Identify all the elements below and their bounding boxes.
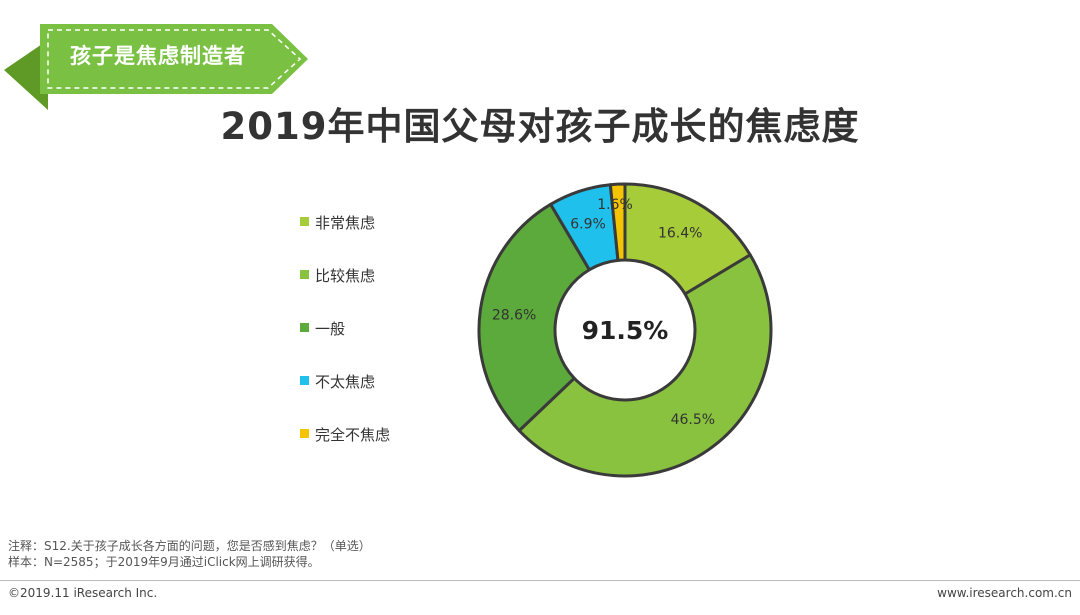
- chart-legend: 非常焦虑 比较焦虑 一般 不太焦虑 完全不焦虑: [300, 212, 390, 477]
- legend-swatch-not-anxious-at-all: [300, 429, 309, 438]
- donut-slice-average: [477, 202, 591, 433]
- legend-label-not-very-anxious: 不太焦虑: [315, 373, 376, 391]
- footer-website: www.iresearch.com.cn: [937, 586, 1072, 600]
- data-label-very-anxious: 16.4%: [658, 226, 702, 242]
- legend-swatch-very-anxious: [300, 217, 309, 226]
- legend-item-fairly-anxious: 比较焦虑: [300, 265, 390, 285]
- legend-item-not-very-anxious: 不太焦虑: [300, 371, 390, 391]
- data-label-not-very-anxious: 6.9%: [570, 217, 606, 233]
- legend-swatch-fairly-anxious: [300, 270, 309, 279]
- sample-line: 样本：N=2585；于2019年9月通过iClick网上调研获得。: [8, 555, 320, 569]
- legend-item-not-anxious-at-all: 完全不焦虑: [300, 424, 390, 444]
- page-title: 2019年中国父母对孩子成长的焦虑度: [220, 105, 860, 148]
- legend-swatch-average: [300, 323, 309, 332]
- donut-center-value: 91.5%: [582, 316, 669, 345]
- note-line: 注释：S12.关于孩子成长各方面的问题，您是否感到焦虑？（单选）: [8, 539, 371, 553]
- section-banner-label: 孩子是焦虑制造者: [70, 44, 246, 68]
- section-banner: [4, 24, 308, 110]
- legend-label-very-anxious: 非常焦虑: [315, 214, 376, 232]
- legend-item-average: 一般: [300, 318, 390, 338]
- donut-slice-not-anxious-at-all: [608, 182, 627, 262]
- data-label-not-anxious-at-all: 1.6%: [597, 197, 633, 213]
- donut-slice-fairly-anxious: [517, 253, 773, 478]
- legend-label-not-anxious-at-all: 完全不焦虑: [315, 426, 391, 444]
- legend-item-very-anxious: 非常焦虑: [300, 212, 390, 232]
- donut-chart: 16.4% 46.5% 28.6% 6.9% 1.6% 91.5%: [477, 182, 773, 478]
- footer-copyright: ©2019.11 iResearch Inc.: [8, 586, 158, 600]
- legend-swatch-not-very-anxious: [300, 376, 309, 385]
- legend-label-average: 一般: [315, 320, 346, 338]
- data-label-fairly-anxious: 46.5%: [671, 412, 715, 428]
- chart-notes: 注释：S12.关于孩子成长各方面的问题，您是否感到焦虑？（单选） 样本：N=25…: [8, 538, 371, 570]
- legend-label-fairly-anxious: 比较焦虑: [315, 267, 376, 285]
- footer-divider: [0, 580, 1080, 581]
- data-label-average: 28.6%: [492, 308, 536, 324]
